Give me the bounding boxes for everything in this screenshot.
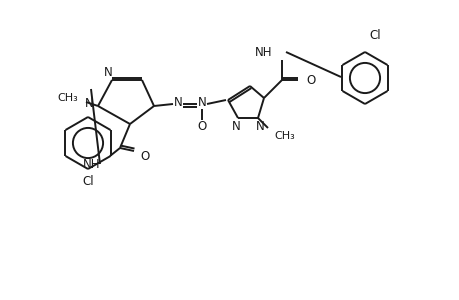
Text: N: N: [103, 65, 112, 79]
Text: CH₃: CH₃: [57, 93, 78, 103]
Text: N: N: [231, 119, 240, 133]
Text: N: N: [197, 95, 206, 109]
Text: O: O: [197, 119, 206, 133]
Text: NH: NH: [254, 46, 271, 59]
Text: O: O: [140, 149, 149, 163]
Text: O: O: [305, 74, 314, 86]
Text: N: N: [173, 95, 182, 109]
Text: Cl: Cl: [368, 29, 380, 42]
Text: Cl: Cl: [82, 175, 94, 188]
Text: N: N: [255, 119, 264, 133]
Text: N: N: [85, 97, 94, 110]
Text: NH: NH: [82, 158, 100, 170]
Text: CH₃: CH₃: [274, 131, 294, 141]
